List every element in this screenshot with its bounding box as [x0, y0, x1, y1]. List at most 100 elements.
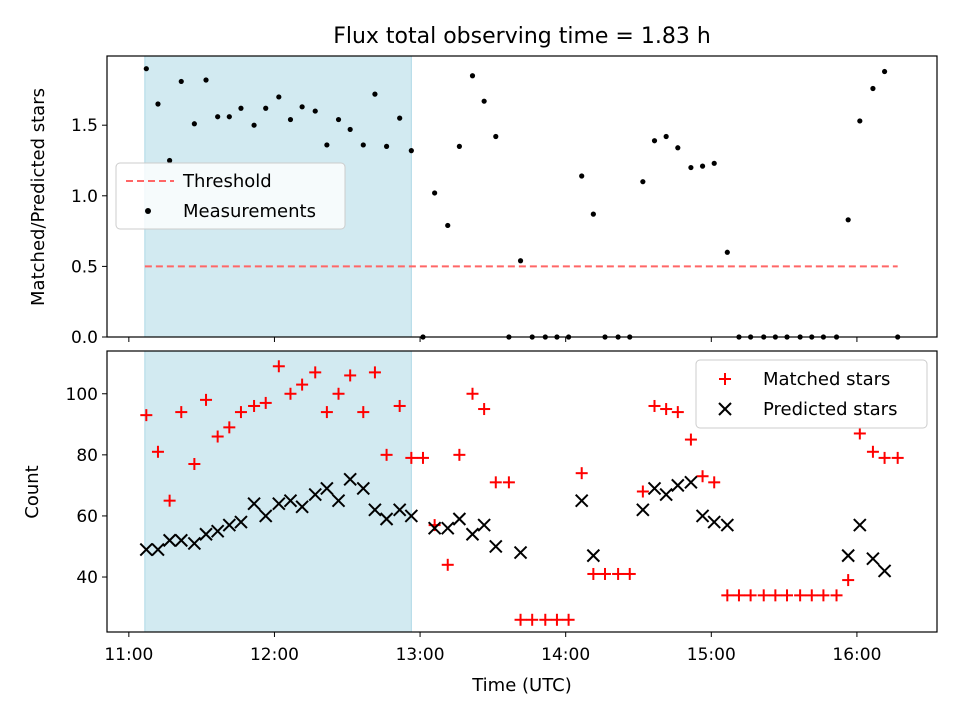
matched-stars-point	[489, 476, 502, 489]
x-axis-label: Time (UTC)	[471, 675, 572, 696]
bottom-plot-frame	[106, 350, 938, 633]
matched-stars-point	[526, 613, 539, 626]
top-y-axis-label: Matched/Predicted stars	[28, 88, 49, 306]
matched-stars-point	[684, 433, 697, 446]
matched-stars-point	[744, 589, 757, 602]
matched-stars-point	[405, 451, 418, 464]
matched-stars-point	[223, 421, 236, 434]
matched-stars-point	[562, 613, 575, 626]
measurements-point	[347, 126, 353, 133]
predicted-stars-point	[647, 481, 662, 496]
measurements-point	[191, 121, 197, 127]
predicted-stars-point	[427, 521, 442, 535]
matched-stars-point	[550, 613, 563, 626]
predicted-stars-point	[574, 493, 589, 508]
measurements-point	[870, 85, 876, 92]
matched-stars-point	[891, 451, 904, 464]
bottom-y-tick-label: 80	[76, 446, 98, 466]
matched-stars-point	[368, 366, 381, 379]
predicted-stars-point	[392, 503, 407, 517]
measurements-point	[203, 77, 209, 83]
matched-stars-point	[344, 369, 357, 382]
measurements-point	[178, 78, 184, 85]
measurements-legend-label: Measurements	[183, 201, 316, 222]
matched-stars-point	[175, 406, 188, 419]
matched-stars-point	[660, 403, 673, 416]
predicted-stars-point	[210, 524, 225, 538]
matched-stars-point	[805, 589, 818, 602]
predicted-stars-legend-label: Predicted stars	[763, 399, 897, 420]
predicted-stars-point	[877, 564, 892, 578]
x-tick-label: 15:00	[687, 645, 736, 665]
measurements-point	[335, 116, 342, 123]
predicted-stars-point	[259, 509, 273, 523]
measurements-point	[312, 108, 318, 114]
matched-stars-point	[587, 567, 600, 580]
predicted-stars-point	[720, 518, 735, 532]
measurements-point	[238, 105, 244, 111]
measurements-point	[408, 148, 414, 154]
matched-stars-point	[696, 470, 709, 483]
predicted-stars-point	[707, 515, 721, 529]
matched-stars-point	[599, 567, 611, 580]
x-tick-label: 13:00	[396, 645, 445, 665]
measurements-point	[481, 98, 487, 104]
matched-stars-point	[830, 589, 843, 602]
matched-stars-point	[272, 360, 285, 373]
x-tick-label: 12:00	[250, 645, 299, 665]
matched-stars-point	[284, 387, 297, 400]
predicted-stars-point	[295, 500, 309, 514]
bottom-observing-window	[144, 350, 412, 633]
predicted-stars-point	[308, 487, 322, 502]
bottom-y-tick-label: 40	[76, 568, 98, 588]
predicted-stars-point	[404, 509, 419, 523]
measurements-point	[579, 173, 585, 179]
predicted-stars-point	[139, 542, 154, 557]
matched-stars-point	[309, 366, 322, 379]
matched-stars-point	[416, 451, 429, 464]
measurements-point	[397, 115, 403, 121]
matched-stars-point	[575, 467, 588, 480]
matched-stars-point	[248, 399, 261, 412]
predicted-stars-point	[671, 478, 685, 493]
predicted-stars-point	[636, 503, 650, 517]
matched-stars-point	[648, 399, 661, 412]
matched-stars-point	[478, 403, 491, 416]
measurements-point	[445, 222, 451, 229]
measurements-point	[372, 91, 378, 97]
predicted-stars-legend-swatch	[718, 402, 732, 416]
bottom-y-axis-label: Count	[22, 465, 43, 518]
matched-stars-point	[234, 406, 247, 419]
predicted-stars-point	[356, 481, 370, 496]
matched-stars-point	[393, 399, 406, 412]
matched-stars-point	[140, 409, 153, 422]
matched-stars-point	[188, 458, 201, 471]
top-y-tick-label: 0.5	[71, 257, 98, 277]
predicted-stars-point	[151, 542, 165, 557]
bottom-legend: Matched stars Predicted stars	[695, 359, 928, 429]
predicted-stars-point	[465, 527, 480, 541]
measurements-point	[155, 101, 161, 107]
matched-stars-point	[441, 558, 454, 571]
bottom-panel: 11:00 12:00 13:00 14:00 15:00 16:00406080100 …	[22, 350, 938, 696]
predicted-stars-point	[489, 539, 503, 554]
measurements-point	[456, 143, 462, 149]
matched-stars-point	[380, 448, 393, 461]
measurements-point	[517, 258, 524, 264]
measurements-point	[167, 157, 173, 164]
measurements-point	[299, 104, 305, 110]
predicted-stars-point	[452, 512, 467, 526]
predicted-stars-point	[331, 493, 346, 508]
matched-stars-point	[453, 448, 466, 461]
predicted-stars-point	[586, 548, 601, 563]
measurements-point	[857, 118, 863, 124]
predicted-stars-point	[477, 518, 491, 532]
predicted-stars-point	[379, 512, 394, 526]
predicted-stars-point	[853, 518, 867, 532]
chart-title: Flux total observing time = 1.83 h	[333, 24, 711, 49]
predicted-stars-point	[368, 503, 382, 517]
predicted-stars-point	[866, 551, 880, 566]
matched-stars-point	[781, 589, 794, 602]
matched-stars-point	[466, 387, 479, 400]
matched-stars-point	[878, 451, 891, 464]
